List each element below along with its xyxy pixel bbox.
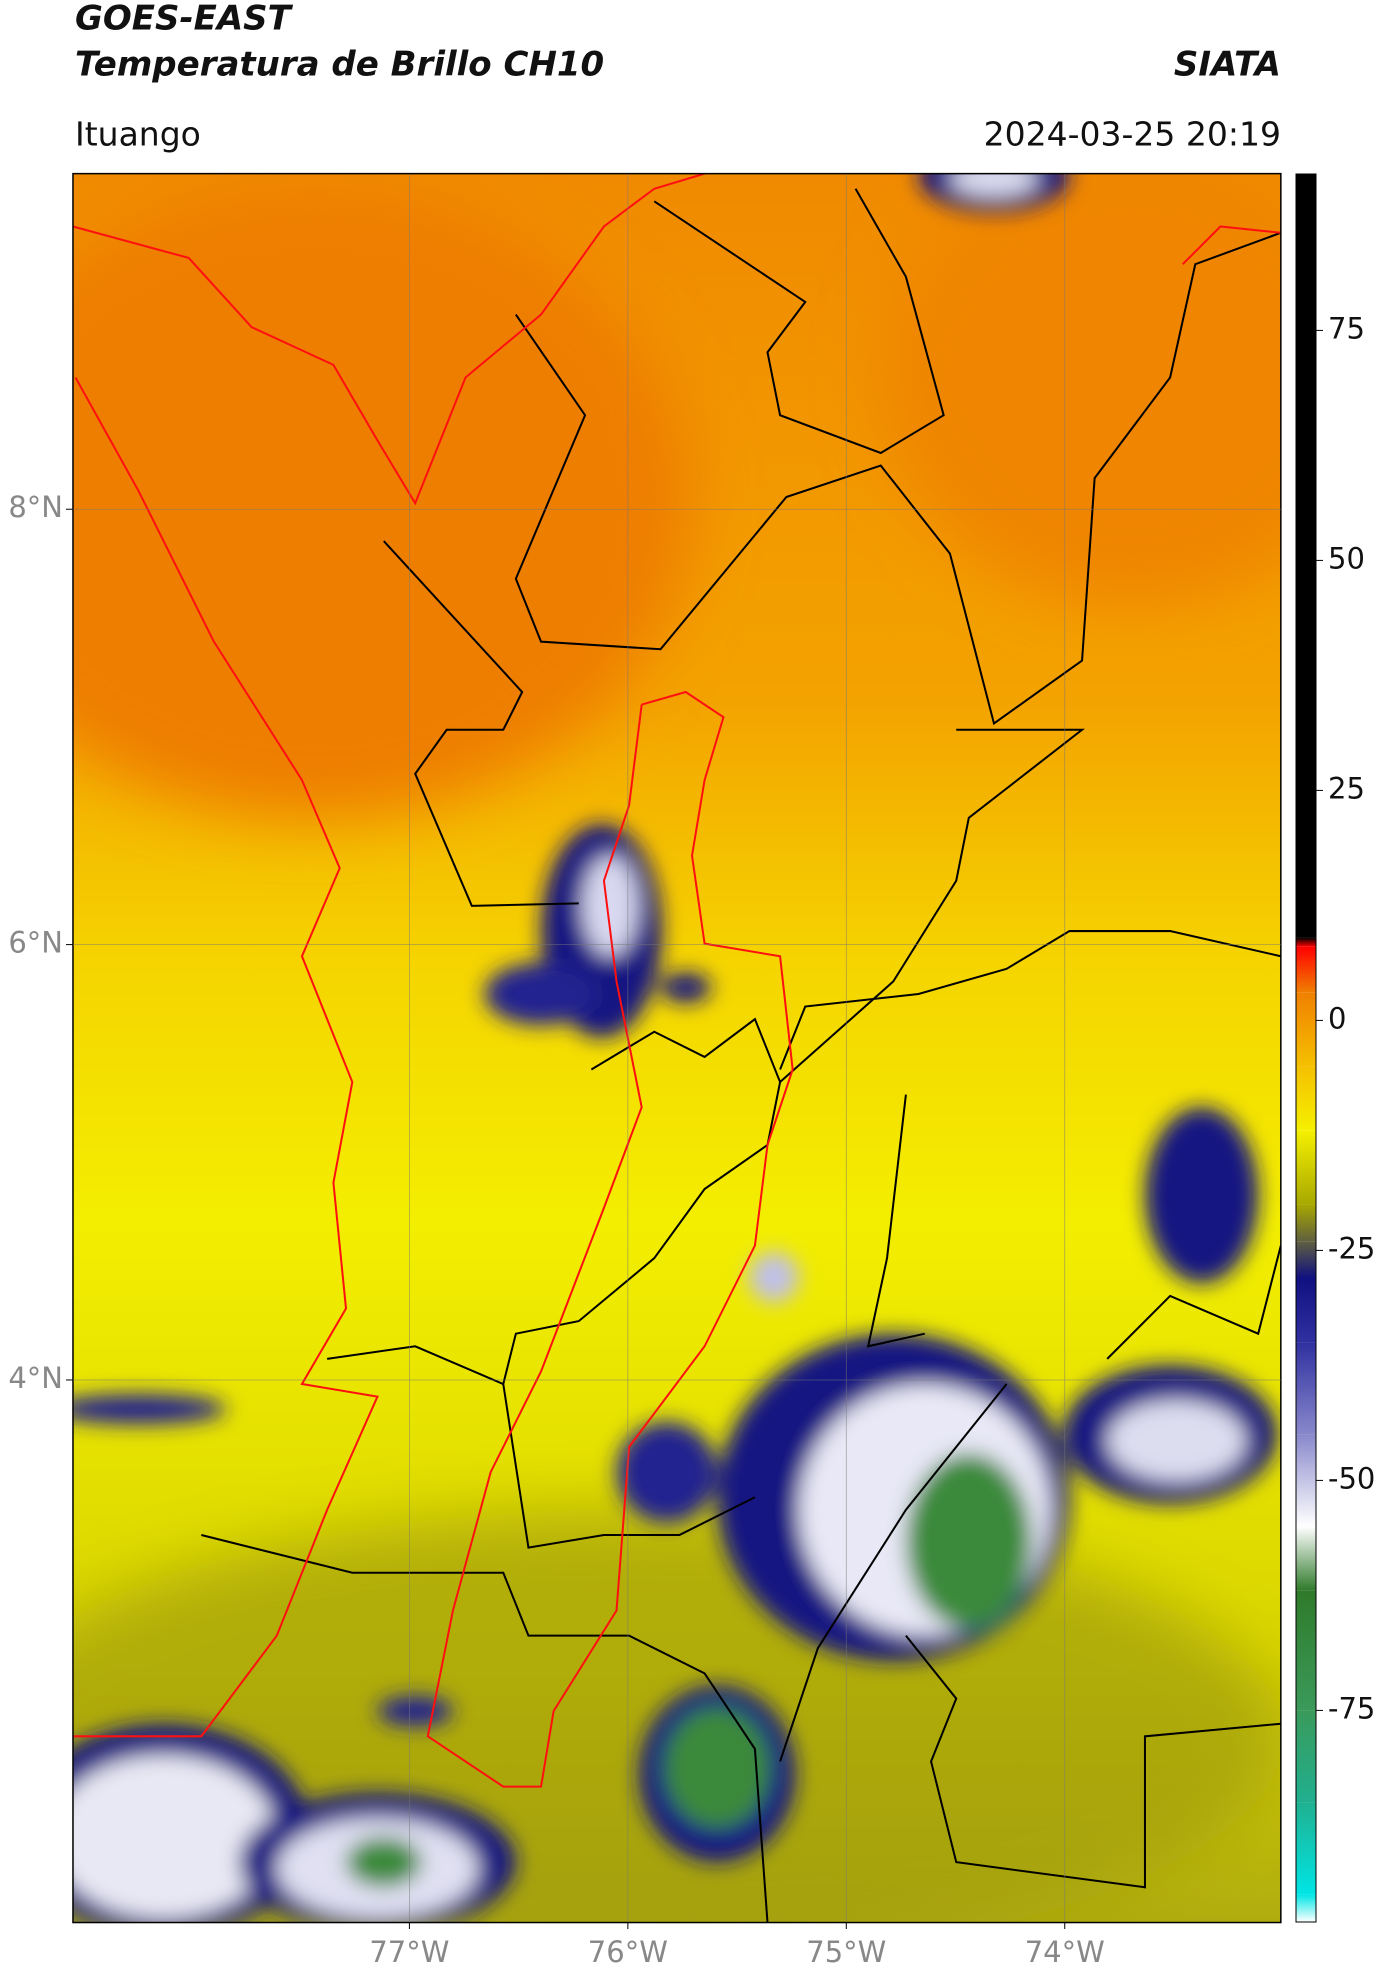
- colorbar-tick-label: -75: [1328, 1691, 1375, 1725]
- source: SIATA: [1174, 45, 1281, 85]
- colorbar-tick-label: 0: [1328, 1001, 1346, 1035]
- colorbar-segment: [1296, 1894, 1316, 1922]
- timestamp: 2024-03-25 20:19: [984, 115, 1281, 154]
- y-tick-label: 6°N: [8, 926, 63, 960]
- y-tick-label: 4°N: [8, 1361, 63, 1395]
- map-imagery: [72, 172, 1282, 1924]
- colorbar-frame: [1295, 173, 1317, 1923]
- y-tick-label: 8°N: [8, 490, 63, 524]
- x-tick-label: 75°W: [806, 1935, 886, 1969]
- colorbar-segment: [1296, 1130, 1316, 1205]
- colorbar-segment: [1296, 992, 1316, 1067]
- colorbar-segment: [1296, 1066, 1316, 1131]
- title: GOES-EAST: [75, 0, 294, 39]
- clouds: [72, 173, 1278, 1923]
- colorbar-segment: [1296, 1342, 1316, 1435]
- colorbar-segment: [1296, 1526, 1316, 1591]
- colorbar-tick-label: -25: [1328, 1231, 1375, 1265]
- coastline: [72, 173, 1281, 1788]
- location: Ituango: [75, 115, 201, 154]
- colorbar-segment: [1296, 946, 1316, 993]
- colorbar-segment: [1296, 1434, 1316, 1527]
- colorbar-segment: [1296, 1802, 1316, 1895]
- x-tick-label: 77°W: [369, 1935, 449, 1969]
- colorbar-segment: [1296, 1590, 1316, 1711]
- x-tick-label: 76°W: [588, 1935, 668, 1969]
- colorbar-segment: [1296, 1278, 1316, 1343]
- colorbar-segment: [1296, 937, 1316, 947]
- warm-area: [880, 173, 1281, 604]
- map-frame: [72, 172, 1282, 1924]
- x-tick-label: 74°W: [1025, 1935, 1105, 1969]
- colorbar-tick-label: 25: [1328, 771, 1365, 805]
- colorbar-tick-label: -50: [1328, 1461, 1375, 1495]
- colorbar-segment: [1296, 1204, 1316, 1242]
- colorbar-segment: [1296, 1710, 1316, 1803]
- subtitle: Temperatura de Brillo CH10: [75, 45, 604, 85]
- colorbar-tick-label: 50: [1328, 541, 1365, 575]
- colorbar-segment: [1296, 1241, 1316, 1278]
- colorbar-tick-label: 75: [1328, 311, 1365, 345]
- colorbar-segment: [1296, 174, 1316, 938]
